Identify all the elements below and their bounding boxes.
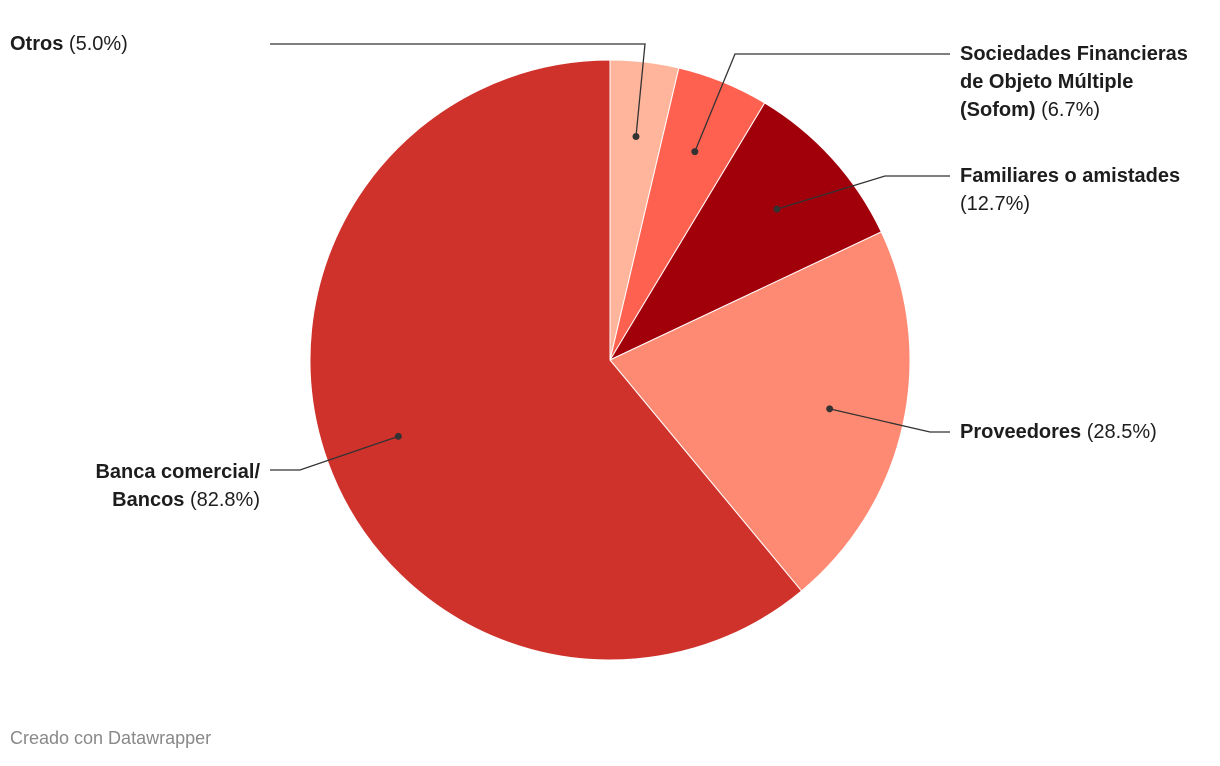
label-name: Sociedades Financieras de Objeto Múltipl… (960, 43, 1188, 121)
pie-slice (608, 102, 882, 362)
label-name: Familiares o amistades (960, 165, 1181, 187)
leader-dot (632, 133, 640, 141)
label-value: (12.7%) (960, 193, 1031, 215)
label-value: (5.0%) (68, 33, 128, 55)
source: Creado con Datawrapper (10, 728, 212, 748)
leader-dot (773, 205, 781, 213)
label-name: Otros (10, 33, 64, 55)
leader-line (270, 435, 399, 471)
leader-dot (691, 148, 699, 156)
leader-dot (826, 405, 834, 413)
slice-label: Sociedades Financieras de Objeto Múltipl… (960, 40, 1210, 124)
label-name: Banca comercial/ Bancos (95, 461, 260, 511)
leader-line (270, 43, 646, 137)
label-value: (6.7%) (1041, 99, 1101, 121)
slice-label: Familiares o amistades (12.7%) (960, 162, 1220, 218)
leader-line (694, 53, 950, 152)
label-name: Proveedores (960, 421, 1082, 443)
leader-line (829, 408, 950, 433)
leader-dot (394, 432, 402, 440)
label-value: (82.8%) (189, 489, 260, 511)
slice-label: Banca comercial/ Bancos (82.8%) (20, 458, 260, 514)
pie-slice (309, 59, 803, 661)
leader-line (776, 175, 950, 210)
label-value: (28.5%) (1086, 421, 1157, 443)
slice-label: Otros (5.0%) (10, 30, 250, 58)
slice-label: Proveedores (28.5%) (960, 418, 1210, 446)
